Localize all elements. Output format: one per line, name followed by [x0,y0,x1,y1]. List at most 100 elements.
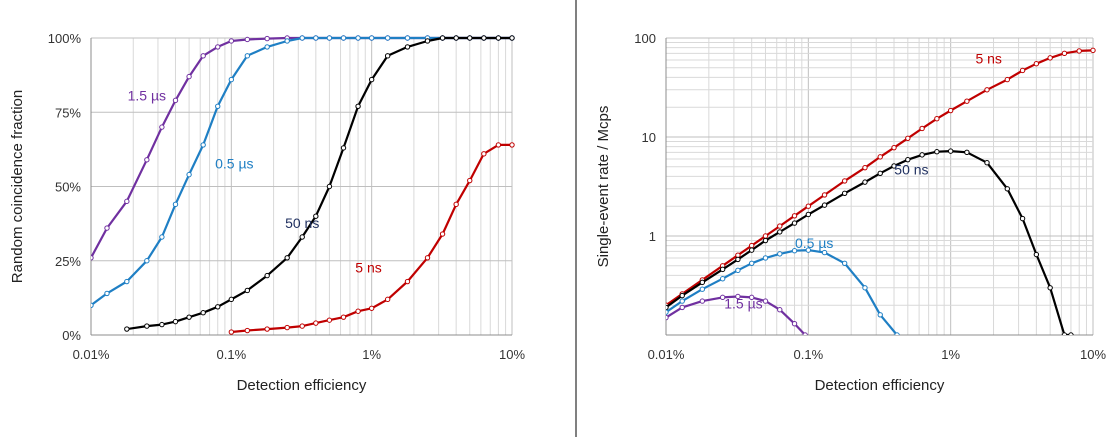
data-point [964,149,970,156]
data-point [821,192,828,198]
data-point [891,144,897,151]
data-point [228,76,235,83]
data-point [805,203,812,209]
y-tick-label: 50% [55,180,81,195]
x-axis-title: Detection efficiency [815,377,945,394]
data-point [877,312,883,318]
data-point [877,170,883,176]
data-point [467,35,473,41]
data-point [186,73,192,80]
data-point [200,310,206,316]
data-point [244,327,251,334]
data-point [355,308,361,314]
data-point [666,314,669,321]
data-point [862,285,868,291]
data-point [424,255,431,261]
data-point [215,44,221,50]
series-label: 1.5 µs [724,296,762,312]
data-point [264,35,270,42]
data-point [841,190,848,196]
data-point [404,44,411,50]
data-point [1061,332,1068,335]
data-point [891,163,897,169]
data-point [299,323,305,329]
data-point [719,276,726,282]
data-point [666,309,669,315]
data-point [384,35,391,41]
series-0-5-us [666,247,900,335]
data-point [368,305,375,311]
data-point [313,320,319,326]
data-point [679,304,685,311]
data-point [679,292,685,299]
series-5-ns [666,47,1096,308]
series-label: 1.5 µs [128,87,166,103]
y-tick-label: 100 [634,31,656,46]
data-point [679,298,685,304]
data-point [144,258,150,264]
data-point [762,298,769,304]
data-point [791,220,798,226]
data-point [284,38,290,44]
data-point [481,151,487,157]
data-point [159,321,165,328]
data-point [355,35,361,41]
series-5-ns [228,142,515,335]
data-point [877,154,883,160]
x-tick-label: 1% [362,347,381,362]
data-point [862,179,868,185]
data-point [215,304,221,310]
data-point [340,35,347,41]
data-point [762,237,769,244]
data-point [762,255,769,261]
data-point [384,296,391,303]
data-point [984,160,990,166]
data-point [762,233,769,239]
data-point [91,302,94,308]
series-line-5-ns [666,49,1094,307]
data-point [104,225,110,231]
data-point [821,249,828,256]
data-point [326,317,333,323]
data-point [200,53,206,59]
data-point [244,287,251,294]
data-point [404,278,411,285]
data-point [934,116,940,122]
data-point [340,145,347,151]
data-point [919,125,925,132]
data-point [509,35,515,41]
y-tick-label: 25% [55,254,81,269]
x-tick-label: 10% [1080,347,1106,362]
y-tick-label: 100% [48,31,82,46]
data-point [228,38,235,44]
data-point [439,35,446,41]
data-point [777,307,783,313]
data-point [1090,47,1096,54]
data-point [91,255,94,261]
y-axis-title: Random coincidence fraction [9,90,26,283]
series-label: 50 ns [894,161,928,177]
right-chart: 0.01% 0.1% 1% 10% 1 10 100 Detection efficiency… [595,31,1106,394]
data-point [791,321,798,327]
data-point [699,279,706,286]
data-point [453,201,459,208]
data-point [735,293,741,300]
data-point [791,248,798,254]
series-1-5-us [666,293,808,335]
data-point [1068,332,1074,335]
series-50-ns [666,148,1074,335]
series-label: 5 ns [355,260,381,276]
series-label: 50 ns [285,215,319,231]
data-point [200,142,206,148]
data-point [1019,215,1026,222]
data-point [368,76,375,83]
data-point [124,326,130,332]
data-point [172,97,179,104]
series-label: 5 ns [975,51,1001,67]
x-tick-label: 0.1% [794,347,824,362]
data-point [777,251,783,257]
data-point [368,35,375,41]
data-point [666,304,669,311]
data-point [841,178,848,184]
x-tick-label: 0.01% [648,347,685,362]
